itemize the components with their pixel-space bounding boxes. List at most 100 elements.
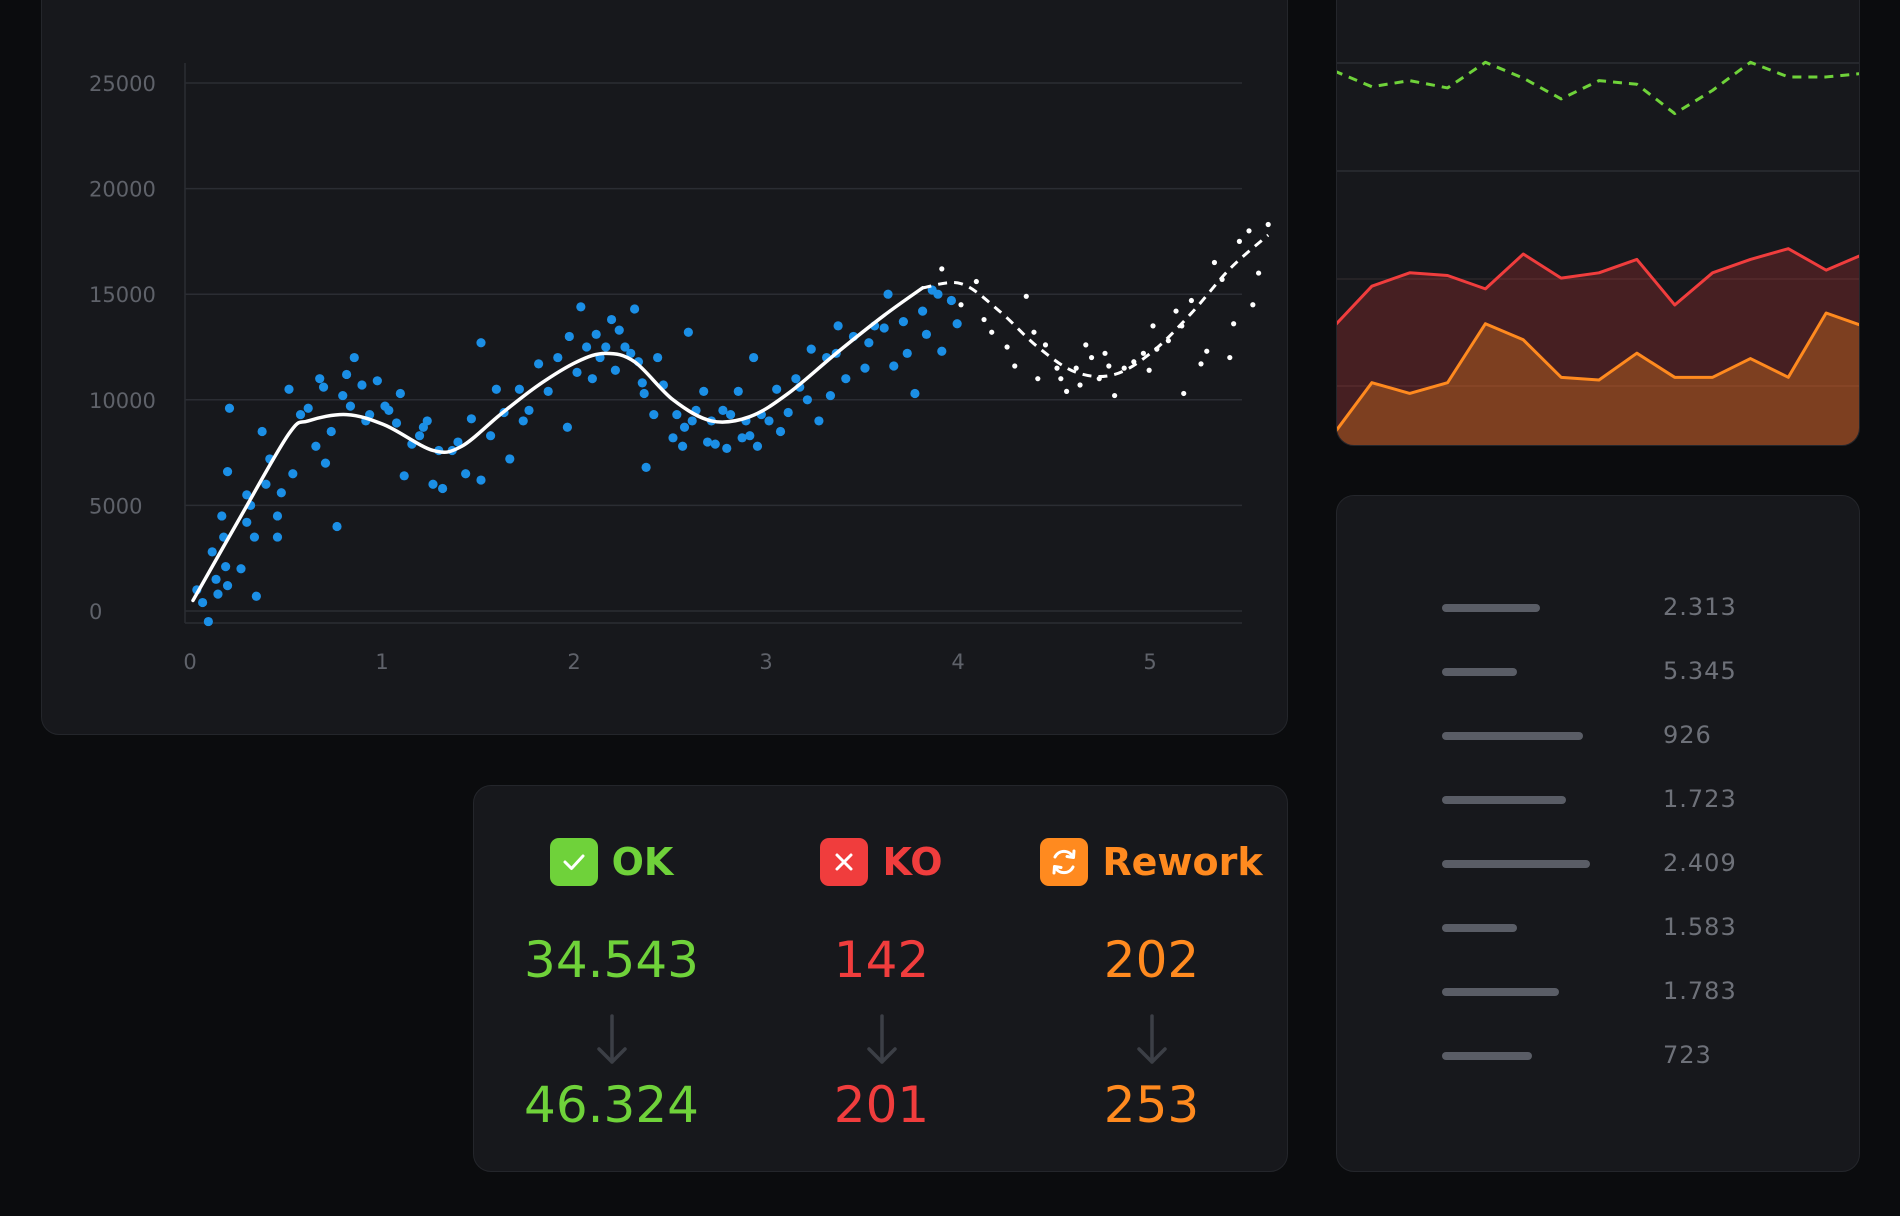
data-point	[626, 348, 636, 358]
data-point	[236, 564, 246, 574]
data-point	[349, 352, 359, 363]
projected-point	[1250, 302, 1256, 308]
projected-point	[1256, 270, 1262, 276]
data-point	[534, 359, 544, 369]
data-point	[582, 342, 592, 352]
data-point	[486, 431, 496, 441]
data-point	[572, 367, 582, 377]
kpi-after-value: 46.324	[524, 1076, 699, 1134]
projected-point	[1198, 361, 1204, 367]
data-point	[620, 342, 630, 352]
data-point	[918, 306, 928, 316]
data-point	[295, 409, 306, 420]
area-fill	[1337, 313, 1859, 445]
projected-point	[1102, 350, 1108, 356]
kpi-after-value: 253	[1103, 1076, 1200, 1134]
y-tick-label: 0	[89, 600, 102, 624]
data-point	[683, 327, 693, 337]
data-point	[576, 302, 586, 312]
arrow-down-icon	[1134, 1014, 1170, 1070]
kpi-ko: KO 142 201	[746, 786, 1017, 1171]
data-point	[414, 431, 425, 441]
data-point	[687, 416, 697, 426]
data-point	[591, 329, 601, 339]
y-tick-label: 5000	[89, 494, 142, 518]
projected-point	[1227, 354, 1233, 361]
data-point	[391, 418, 402, 428]
kpi-label: KO	[882, 840, 943, 884]
data-point	[222, 467, 233, 477]
data-point	[614, 325, 624, 335]
data-point	[395, 388, 405, 399]
x-tick-label: 2	[567, 650, 580, 674]
data-point	[737, 433, 747, 443]
projected-point	[981, 316, 987, 323]
data-point	[937, 346, 947, 356]
data-point	[372, 376, 382, 386]
list-value: 926	[1663, 721, 1712, 749]
projected-point	[1042, 342, 1049, 348]
data-point	[524, 405, 534, 415]
data-point	[518, 416, 528, 426]
data-point	[702, 437, 713, 447]
data-point	[257, 426, 267, 437]
data-point	[422, 416, 432, 426]
data-point	[211, 574, 221, 584]
data-point	[864, 338, 874, 348]
area-line	[1337, 311, 1859, 433]
projected-point	[1023, 293, 1029, 299]
data-point	[272, 511, 283, 521]
data-point	[399, 471, 409, 481]
data-point	[318, 382, 329, 392]
data-point	[288, 469, 298, 479]
data-point	[653, 352, 663, 363]
data-point	[910, 388, 920, 399]
data-point	[587, 374, 597, 384]
data-point	[791, 374, 801, 384]
mini-line-area-chart	[1337, 60, 1859, 445]
data-point	[320, 458, 331, 468]
kpi-label: Rework	[1102, 840, 1263, 884]
data-point	[630, 304, 640, 314]
data-point	[466, 414, 476, 424]
kpi-before-value: 34.543	[524, 931, 699, 989]
list-bar	[1442, 860, 1590, 868]
projected-point	[1077, 382, 1083, 388]
projected-point	[1035, 376, 1041, 382]
projected-point	[973, 278, 979, 285]
check-icon	[549, 838, 598, 886]
projected-point	[1231, 321, 1237, 327]
list-bar	[1442, 924, 1518, 932]
scatter-chart: 25000 20000 15000 10000 5000 0 0 1 2 3 4 5	[89, 63, 1271, 674]
list-bar	[1442, 732, 1583, 740]
kpi-before-value: 202	[1103, 931, 1200, 989]
data-point	[841, 374, 851, 384]
data-point	[553, 352, 563, 363]
data-point	[384, 405, 394, 415]
data-point	[453, 437, 463, 447]
data-point	[476, 338, 486, 348]
projected-point	[1031, 329, 1037, 335]
list-bar	[1442, 604, 1540, 612]
data-point	[284, 384, 294, 394]
data-point	[332, 521, 342, 532]
projected-point	[939, 266, 945, 272]
data-point	[749, 352, 759, 363]
data-point	[952, 319, 962, 329]
data-point	[718, 405, 728, 415]
y-tick-label: 20000	[89, 178, 156, 202]
data-point	[207, 547, 217, 557]
x-tick-label: 3	[759, 650, 772, 674]
area-fill	[1337, 248, 1859, 445]
data-point	[637, 378, 647, 388]
data-point	[699, 386, 709, 396]
data-point	[641, 462, 651, 472]
data-point	[833, 321, 843, 331]
kpi-before-value: 142	[833, 931, 930, 989]
projected-point	[1173, 308, 1179, 314]
x-tick-label: 0	[183, 650, 196, 674]
projected-point	[1211, 259, 1218, 266]
projected-point	[1121, 365, 1127, 371]
data-point	[242, 517, 252, 527]
list-value: 1.783	[1663, 977, 1737, 1005]
